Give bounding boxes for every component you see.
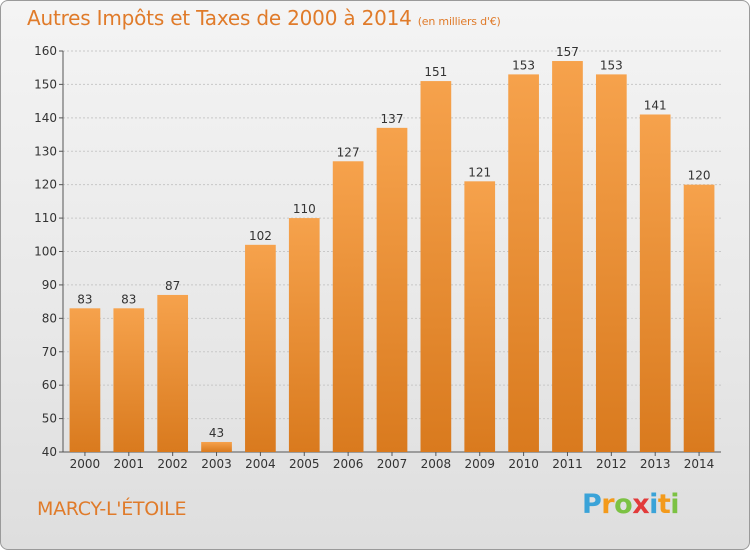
bar (157, 294, 189, 452)
bar (376, 127, 408, 452)
x-tick-label: 2004 (245, 457, 276, 471)
bar (508, 74, 539, 453)
x-tick-label: 2013 (640, 457, 671, 471)
bar (420, 81, 452, 452)
bar (245, 244, 276, 452)
x-tick-label: 2011 (552, 457, 583, 471)
logo-letter: i (649, 489, 658, 520)
bar-value-label: 157 (556, 45, 579, 59)
x-tick-label: 2001 (114, 457, 145, 471)
bar-value-label: 137 (381, 112, 404, 126)
bar-value-label: 151 (424, 65, 447, 79)
y-tick-label: 80 (42, 311, 57, 325)
bar (639, 114, 671, 452)
logo-letter: P (582, 489, 602, 520)
x-tick-label: 2012 (596, 457, 627, 471)
title-text: Autres Impôts et Taxes de 2000 à 2014 (27, 6, 412, 30)
bar (552, 61, 583, 453)
x-tick-label: 2000 (70, 457, 101, 471)
chart-subtitle: (en milliers d'€) (417, 15, 501, 28)
x-tick-label: 2007 (377, 457, 408, 471)
y-tick-label: 40 (42, 445, 57, 459)
x-tick-label: 2014 (684, 457, 715, 471)
y-tick-label: 150 (34, 77, 57, 91)
bar-value-label: 43 (209, 426, 224, 440)
proxiti-logo: Proxiti (582, 489, 680, 520)
logo-letter: i (670, 489, 680, 520)
logo-letter: o (614, 489, 633, 520)
bar (464, 181, 496, 452)
y-tick-label: 160 (34, 44, 57, 58)
bar (288, 218, 320, 452)
bar (332, 161, 364, 452)
x-tick-label: 2010 (508, 457, 539, 471)
bar-value-label: 83 (121, 292, 136, 306)
bar-value-label: 121 (468, 165, 491, 179)
x-tick-label: 2005 (289, 457, 320, 471)
y-tick-label: 90 (42, 278, 57, 292)
bar (201, 441, 232, 452)
x-tick-label: 2009 (464, 457, 495, 471)
y-tick-label: 110 (34, 211, 57, 225)
logo-letter: t (657, 489, 671, 520)
logo-letter: r (601, 489, 615, 520)
y-tick-label: 120 (34, 178, 57, 192)
bar-value-label: 127 (337, 145, 360, 159)
x-tick-label: 2006 (333, 457, 364, 471)
y-tick-label: 70 (42, 345, 57, 359)
y-tick-label: 140 (34, 111, 57, 125)
bar-value-label: 87 (165, 279, 180, 293)
y-tick-label: 50 (42, 412, 57, 426)
y-tick-label: 100 (34, 245, 57, 259)
x-tick-label: 2003 (201, 457, 232, 471)
bars (69, 61, 715, 453)
axes: 40 50 60 70 80 90 100 110 120 130 140 150 160 2000 200… (34, 44, 721, 471)
y-tick-label: 60 (42, 378, 57, 392)
bar (683, 184, 715, 452)
bar-value-label: 153 (600, 58, 623, 72)
bar (69, 308, 101, 452)
bar-value-label: 83 (77, 292, 92, 306)
bar-value-label: 120 (688, 169, 711, 183)
bar (113, 308, 145, 452)
data-labels: 83 83 87 43 102 110 127 137 151 121 153 157 153 141 12… (77, 45, 710, 440)
x-tick-label: 2002 (157, 457, 188, 471)
bar-value-label: 102 (249, 229, 272, 243)
bar (595, 74, 627, 453)
x-tick-label: 2008 (421, 457, 452, 471)
bar-value-label: 153 (512, 58, 535, 72)
logo-letter: x (632, 489, 650, 520)
chart-title: Autres Impôts et Taxes de 2000 à 2014 (en… (27, 6, 501, 30)
bar-value-label: 141 (644, 98, 667, 112)
bar-value-label: 110 (293, 202, 316, 216)
y-tick-label: 130 (34, 144, 57, 158)
city-name: MARCY-L'ÉTOILE (37, 498, 187, 520)
